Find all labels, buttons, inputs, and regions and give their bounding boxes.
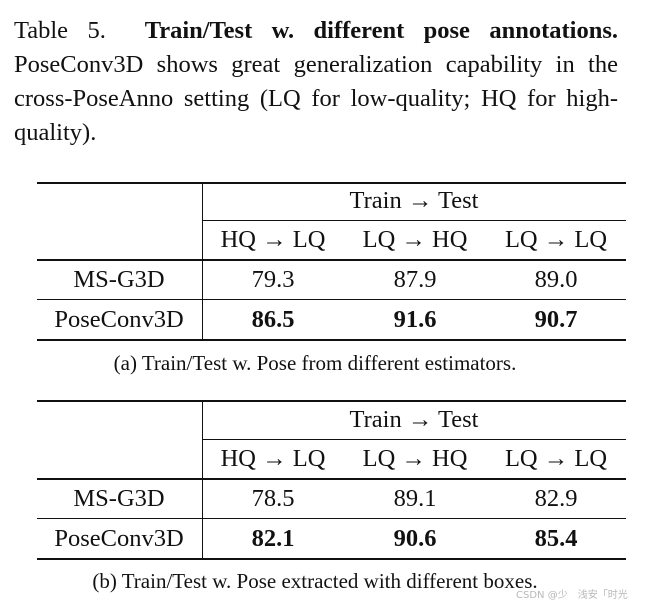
table-cell: 89.1 (393, 485, 437, 512)
subcaption-a: (a) Train/Test w. Pose from different es… (113, 351, 517, 375)
column-header-2: LQ → HQ (362, 226, 468, 253)
column-divider (202, 400, 203, 560)
column-header-1: HQ → LQ (220, 226, 326, 253)
column-header-1: HQ → LQ (220, 445, 326, 472)
table-cell-best: 85.4 (534, 525, 578, 552)
header-bottom-rule (37, 478, 626, 480)
header-bottom-rule (37, 259, 626, 261)
column-header-3: LQ → LQ (504, 226, 608, 253)
bottom-rule (37, 339, 626, 341)
table-cell: 87.9 (393, 266, 437, 293)
row-method-msg3d: MS-G3D (73, 485, 165, 512)
table-cell: 79.3 (251, 266, 295, 293)
table-cell-best: 90.6 (393, 525, 437, 552)
column-header-3: LQ → LQ (504, 445, 608, 472)
row-method-poseconv3d: PoseConv3D (54, 525, 184, 552)
watermark: CSDN @少 浅安「时光 (516, 590, 628, 601)
bottom-rule (37, 558, 626, 560)
table-cell: 82.9 (534, 485, 578, 512)
top-rule (37, 400, 626, 402)
table-cell-best: 86.5 (251, 306, 295, 333)
row-method-msg3d: MS-G3D (73, 266, 165, 293)
table-cell: 78.5 (251, 485, 295, 512)
column-divider (202, 182, 203, 341)
subcaption-b: (b) Train/Test w. Pose extracted with di… (92, 569, 538, 593)
top-rule (37, 182, 626, 184)
row-separator-rule (37, 299, 626, 300)
row-separator-rule (37, 518, 626, 519)
caption-title: Train/Test w. different pose annotations… (144, 17, 619, 44)
table-cell-best: 90.7 (534, 306, 578, 333)
header-mid-rule (203, 220, 626, 221)
table-cell-best: 91.6 (393, 306, 437, 333)
group-header: Train → Test (349, 406, 479, 433)
group-header: Train → Test (349, 187, 479, 214)
column-header-2: LQ → HQ (362, 445, 468, 472)
header-mid-rule (203, 439, 626, 440)
table-caption: Table 5. Train/Test w. different pose an… (14, 14, 618, 150)
caption-body: PoseConv3D shows great generalization ca… (14, 51, 618, 146)
table-cell: 89.0 (534, 266, 578, 293)
table-cell-best: 82.1 (251, 525, 295, 552)
caption-label: Table 5. (14, 17, 106, 44)
row-method-poseconv3d: PoseConv3D (54, 306, 184, 333)
